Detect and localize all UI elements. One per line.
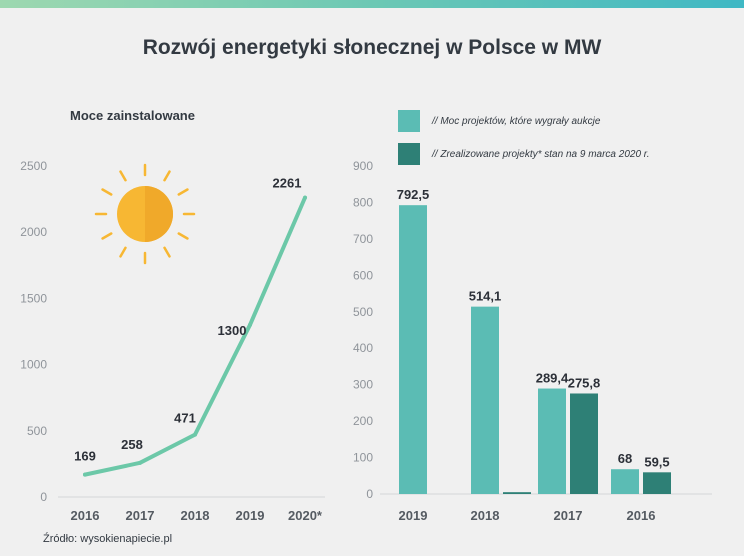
bar-label: 68 (618, 451, 632, 466)
x-tick-label: 2017 (126, 508, 155, 523)
bar-chart: 0 100 200 300 400 500 600 700 800 900 2019 2018 2017… (353, 159, 712, 523)
line-chart: 0 500 1000 1500 2000 2500 2016 2017 2018 2019 2020… (20, 159, 325, 523)
bar (643, 472, 671, 494)
y-tick-label: 200 (353, 414, 373, 428)
bar-label: 275,8 (568, 375, 601, 390)
sun-ray (119, 170, 127, 182)
y-tick-label: 500 (353, 305, 373, 319)
data-label: 169 (74, 449, 96, 464)
bar (570, 393, 598, 494)
legend-label-realized: // Zrealizowane projekty* stan na 9 marc… (432, 148, 650, 160)
data-point (193, 432, 197, 437)
data-point (138, 460, 142, 465)
legend-item-realized: // Zrealizowane projekty* stan na 9 marc… (398, 143, 650, 165)
legend-label-auction: // Moc projektów, które wygrały aukcje (432, 115, 601, 127)
y-tick-label: 1000 (20, 358, 47, 372)
x-tick-label: 2019 (399, 508, 428, 523)
sun-ray (119, 246, 127, 258)
sun-icon (94, 163, 196, 265)
chart-title: Rozwój energetyki słonecznej w Polsce w … (142, 36, 602, 59)
sun-ray (177, 232, 189, 240)
y-tick-label: 900 (353, 159, 373, 173)
y-tick-label: 600 (353, 268, 373, 282)
y-tick-label: 2000 (20, 225, 47, 239)
y-tick-label: 0 (40, 490, 47, 504)
y-tick-label: 400 (353, 341, 373, 355)
data-label: 1300 (218, 323, 247, 338)
sun-ray (177, 188, 189, 196)
x-tick-label: 2016 (71, 508, 100, 523)
x-tick-label: 2017 (554, 508, 583, 523)
bar (503, 492, 531, 494)
legend-swatch-realized (398, 143, 420, 165)
line-chart-title: Moce zainstalowane (70, 108, 195, 123)
source-note: Źródło: wysokienapiecie.pl (43, 533, 173, 545)
data-label: 258 (121, 437, 143, 452)
data-label: 471 (174, 411, 196, 426)
data-point (248, 322, 252, 327)
sun-ray (101, 232, 113, 240)
legend-swatch-auction (398, 110, 420, 132)
sun-ray (163, 170, 171, 182)
y-tick-label: 100 (353, 451, 373, 465)
sun-ray (163, 246, 171, 258)
y-tick-label: 500 (27, 424, 47, 438)
bar (471, 306, 499, 494)
bar-label: 792,5 (397, 187, 430, 202)
y-tick-label: 2500 (20, 159, 47, 173)
y-tick-label: 300 (353, 378, 373, 392)
sun-ray (101, 188, 113, 196)
y-tick-label: 0 (366, 487, 373, 501)
data-point (83, 472, 87, 477)
bar-label: 514,1 (469, 289, 502, 304)
top-gradient-bar (0, 0, 744, 8)
bar-label: 59,5 (644, 454, 669, 469)
x-tick-label: 2020* (288, 508, 323, 523)
bar (538, 388, 566, 494)
legend-item-auction: // Moc projektów, które wygrały aukcje (398, 110, 600, 132)
x-tick-label: 2018 (471, 508, 500, 523)
x-tick-label: 2016 (627, 508, 656, 523)
x-tick-label: 2018 (181, 508, 210, 523)
data-label: 2261 (273, 176, 302, 191)
y-tick-label: 1500 (20, 291, 47, 305)
bar-label: 289,4 (536, 371, 569, 386)
x-tick-label: 2019 (236, 508, 265, 523)
data-point (303, 195, 307, 200)
y-tick-label: 700 (353, 232, 373, 246)
y-tick-label: 800 (353, 195, 373, 209)
bar (611, 469, 639, 494)
bar (399, 205, 427, 494)
